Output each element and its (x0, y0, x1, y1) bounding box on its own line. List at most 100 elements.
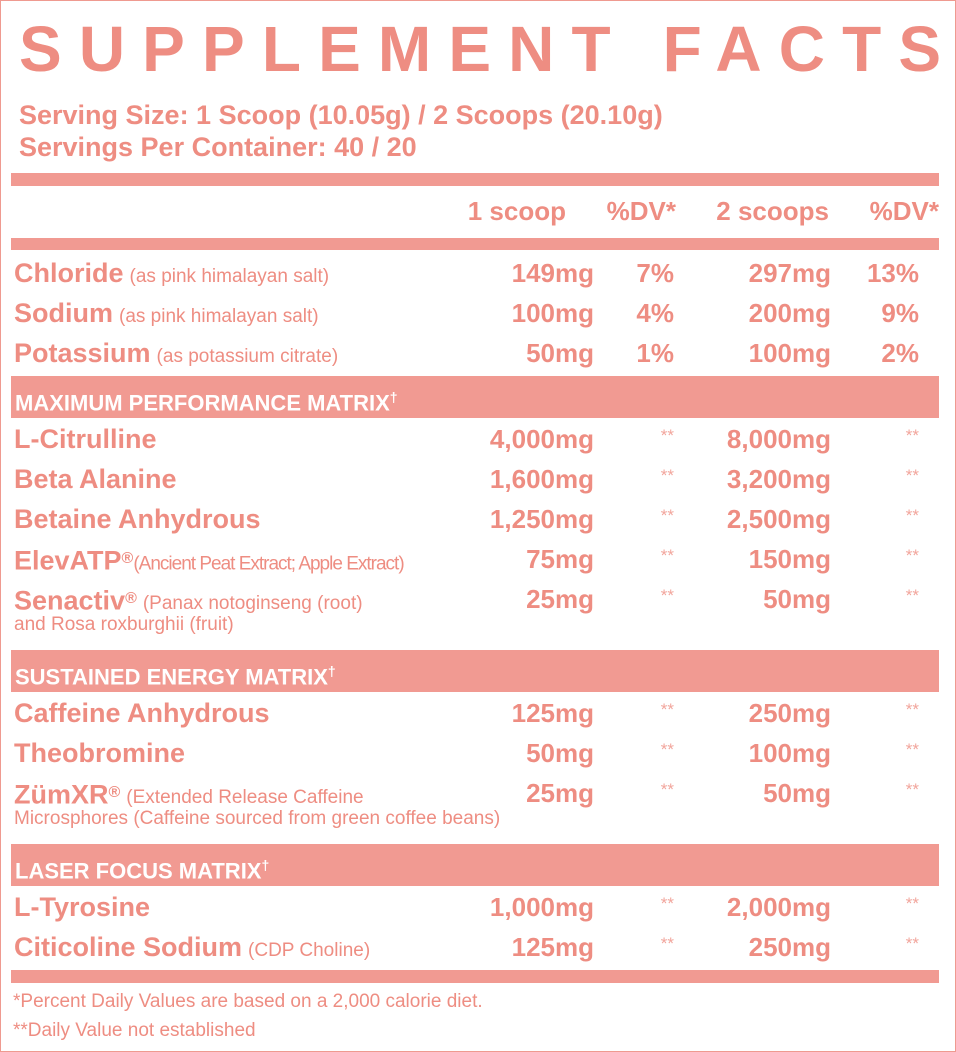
ingredient-name: Senactiv (14, 585, 126, 616)
ingredient-note: (Panax notoginseng (root) (142, 593, 363, 615)
amount: 4,000mg (489, 424, 594, 454)
row-name: Beta Alanine (14, 459, 177, 504)
amount: 250mg (748, 932, 831, 962)
amount: 50mg (763, 584, 831, 614)
section-title-text: SUSTAINED ENERGY MATRIX (15, 664, 328, 690)
column-header: 2 scoops (716, 196, 829, 226)
amount: ** (660, 466, 674, 485)
row-name: Potassium (as potassium citrate) (14, 333, 338, 378)
amount: 125mg (511, 932, 594, 962)
row-name: L-Tyrosine (14, 887, 150, 932)
amount: 25mg (526, 584, 594, 614)
amount: 1,250mg (489, 504, 594, 534)
section-title-mark: † (327, 663, 336, 679)
amount: ** (660, 780, 674, 799)
section-title: SUSTAINED ENERGY MATRIX† (15, 650, 336, 698)
section-title: MAXIMUM PERFORMANCE MATRIX† (15, 376, 398, 424)
row-name: Theobromine (14, 733, 185, 778)
row-name: Chloride (as pink himalayan salt) (14, 253, 329, 298)
amount: 100mg (511, 298, 594, 328)
ingredient-note: (as pink himalayan salt) (119, 306, 319, 327)
amount: 125mg (511, 698, 594, 728)
amount: 297mg (748, 258, 831, 288)
amount: ** (660, 934, 674, 953)
column-header: %DV* (606, 196, 676, 226)
amount: 1,000mg (489, 892, 594, 922)
amount: 13% (866, 258, 919, 288)
amount: 25mg (526, 778, 594, 808)
registered-mark: ® (108, 784, 121, 801)
amount: ** (905, 506, 919, 525)
amount: ** (660, 426, 674, 445)
footnote: **Daily Value not established (13, 1020, 256, 1041)
ingredient-note: (as potassium citrate) (156, 346, 339, 367)
ingredient-name: ElevATP (14, 545, 122, 576)
amount: 100mg (748, 338, 831, 368)
amount: ** (905, 934, 919, 953)
amount: ** (905, 466, 919, 485)
servings-per-container: Servings Per Container: 40 / 20 (19, 132, 417, 162)
row-name: ZümXR® (Extended Release Caffeine (14, 773, 364, 819)
amount: 149mg (511, 258, 594, 288)
ingredient-name: Chloride (14, 258, 124, 288)
amount: 1,600mg (489, 464, 594, 494)
amount: ** (905, 546, 919, 565)
ingredient-note: (Extended Release Caffeine (126, 787, 364, 809)
amount: 2,000mg (726, 892, 831, 922)
amount: 50mg (526, 338, 594, 368)
ingredient-note: (CDP Choline) (248, 940, 371, 961)
amount: ** (660, 546, 674, 565)
row-name: Citicoline Sodium (CDP Choline) (14, 927, 370, 972)
column-header: 1 scoop (467, 196, 566, 226)
row-name: Sodium (as pink himalayan salt) (14, 293, 319, 338)
amount: ** (905, 894, 919, 913)
amount: ** (905, 426, 919, 445)
ingredient-name: Sodium (14, 298, 113, 328)
amount: ** (660, 894, 674, 913)
section-title: LASER FOCUS MATRIX† (15, 844, 269, 892)
ingredient-name: ZümXR (14, 779, 109, 810)
amount: ** (905, 586, 919, 605)
row-name: ElevATP®(Ancient Peat Extract; Apple Ext… (14, 539, 405, 585)
section-title-text: LASER FOCUS MATRIX (15, 858, 262, 884)
amount: 250mg (748, 698, 831, 728)
footnote: *Percent Daily Values are based on a 2,0… (13, 991, 483, 1012)
amount: 4% (636, 298, 674, 328)
registered-mark: ® (121, 550, 134, 567)
row-name: L-Citrulline (14, 419, 157, 464)
registered-mark: ® (125, 590, 137, 607)
ingredient-name: Potassium (14, 338, 151, 368)
amount: ** (660, 740, 674, 759)
amount: 50mg (526, 738, 594, 768)
ingredient-name: L-Tyrosine (14, 892, 151, 922)
ingredient-name: Citicoline Sodium (14, 932, 243, 962)
rule-thick (11, 173, 939, 186)
ingredient-name: Caffeine Anhydrous (14, 698, 270, 728)
row-name: Betaine Anhydrous (14, 499, 261, 544)
amount: ** (905, 780, 919, 799)
ingredient-name: Beta Alanine (14, 464, 177, 494)
serving-size: Serving Size: 1 Scoop (10.05g) / 2 Scoop… (19, 100, 663, 130)
section-title-mark: † (261, 857, 270, 873)
ingredient-note-cont: Microsphores (Caffeine sourced from gree… (14, 808, 501, 829)
amount: ** (660, 506, 674, 525)
amount: ** (660, 700, 674, 719)
ingredient-name: Betaine Anhydrous (14, 504, 261, 534)
ingredient-note: (Ancient Peat Extract; Apple Extract) (133, 553, 404, 575)
section-bar: MAXIMUM PERFORMANCE MATRIX† (11, 376, 939, 418)
section-bar: LASER FOCUS MATRIX† (11, 844, 939, 886)
amount: 75mg (526, 544, 594, 574)
amount: 50mg (763, 778, 831, 808)
section-title-text: MAXIMUM PERFORMANCE MATRIX (15, 390, 390, 416)
title: SUPPLEMENT FACTS (19, 13, 941, 85)
ingredient-name: L-Citrulline (14, 424, 157, 454)
row-name: Caffeine Anhydrous (14, 693, 270, 738)
amount: ** (905, 740, 919, 759)
rule-thick (11, 238, 939, 250)
amount: 8,000mg (726, 424, 831, 454)
amount: 150mg (748, 544, 831, 574)
section-title-mark: † (389, 389, 398, 405)
amount: ** (905, 700, 919, 719)
ingredient-name: Theobromine (14, 738, 186, 768)
